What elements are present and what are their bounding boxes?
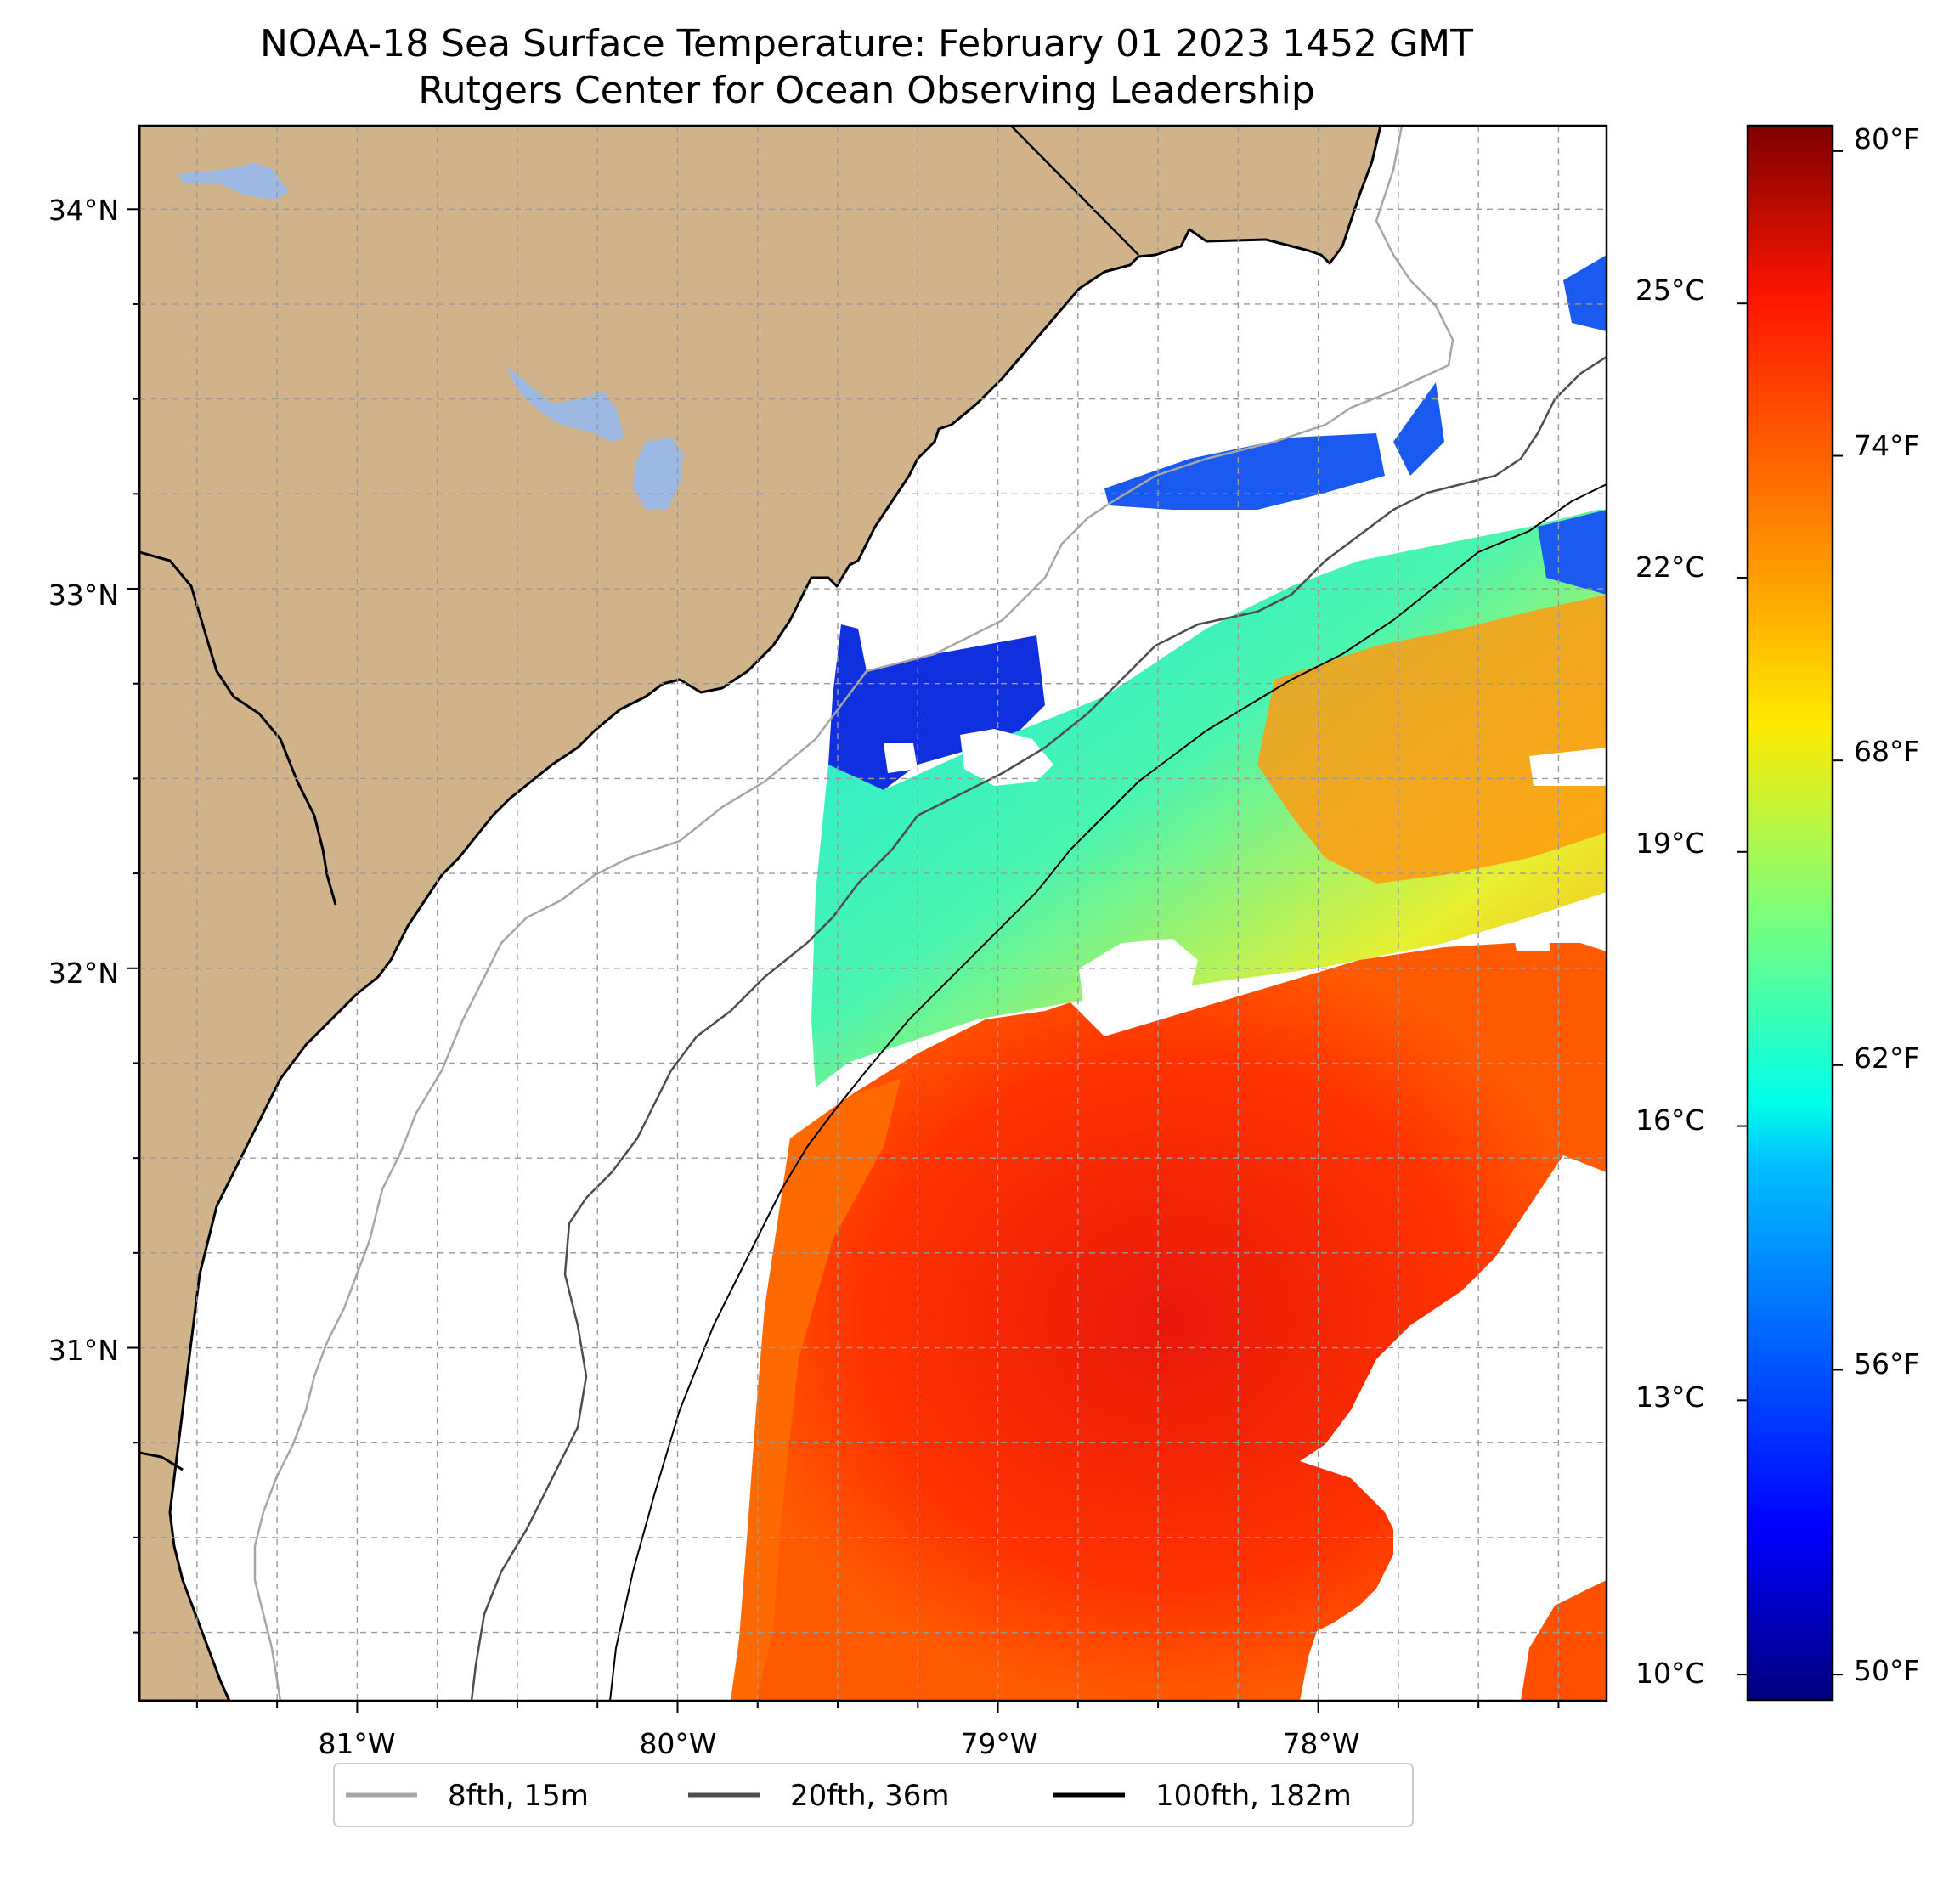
- lat-tick-label: 34°N: [48, 194, 119, 227]
- map-frame: [138, 124, 1608, 1702]
- legend-label-20fth: 20fth, 36m: [790, 1779, 950, 1813]
- lake-moultrie: [506, 365, 624, 442]
- colorbar-gradient: [1746, 124, 1834, 1702]
- lake-moultrie-lower: [633, 438, 684, 510]
- fahrenheit-tick-label: 80°F: [1854, 122, 1919, 155]
- colorbar: 25°C 22°C 19°C 16°C 13°C 10°C 80°F 74°F …: [1635, 122, 1919, 1702]
- x-axis: 81°W 80°W 79°W 78°W: [195, 1701, 1560, 1760]
- land-coastline-inland: [139, 550, 337, 906]
- lat-tick-label: 32°N: [48, 957, 119, 990]
- isobath-100fth-line: [609, 483, 1607, 1701]
- land-mass: [139, 126, 1382, 1701]
- sst-cloud-holes: [884, 729, 1607, 1019]
- fahrenheit-tick-label: 74°F: [1854, 429, 1919, 462]
- isobath-8fth-line: [253, 126, 1454, 1701]
- legend-label-8fth: 8fth, 15m: [448, 1779, 589, 1813]
- celsius-tick-label: 10°C: [1635, 1657, 1705, 1690]
- y-axis: 34°N 33°N 32°N 31°N: [48, 194, 139, 1634]
- sst-orange-edge: [731, 1079, 901, 1701]
- lake-marion: [178, 163, 289, 200]
- lon-tick-label: 81°W: [318, 1727, 395, 1760]
- sst-corner-warm: [1521, 1580, 1607, 1701]
- legend: 8fth, 15m 20fth, 36m 100fth, 182m: [333, 1763, 1414, 1827]
- lat-tick-label: 31°N: [48, 1334, 119, 1367]
- celsius-tick-label: 25°C: [1635, 274, 1705, 307]
- sst-warm-blotches: [1257, 595, 1607, 884]
- lon-tick-label: 78°W: [1282, 1727, 1359, 1760]
- fahrenheit-tick-label: 62°F: [1854, 1042, 1919, 1075]
- fahrenheit-tick-label: 56°F: [1854, 1347, 1919, 1380]
- fahrenheit-tick-label: 68°F: [1854, 735, 1919, 768]
- fahrenheit-tick-label: 50°F: [1854, 1654, 1919, 1687]
- state-border: [1010, 126, 1139, 256]
- sst-field: [731, 255, 1607, 1701]
- celsius-tick-label: 13°C: [1635, 1380, 1705, 1414]
- celsius-tick-label: 19°C: [1635, 827, 1705, 860]
- land-coastline-south: [139, 1451, 184, 1471]
- lat-tick-label: 33°N: [48, 579, 119, 612]
- legend-label-100fth: 100fth, 182m: [1155, 1779, 1352, 1813]
- lon-tick-label: 79°W: [960, 1727, 1037, 1760]
- celsius-tick-label: 16°C: [1635, 1104, 1705, 1137]
- celsius-tick-label: 22°C: [1635, 550, 1705, 584]
- legend-box: [333, 1763, 1414, 1827]
- map-gridlines: [139, 126, 1607, 1701]
- isobath-20fth-line: [470, 355, 1607, 1701]
- title-line-1: NOAA-18 Sea Surface Temperature: Februar…: [260, 22, 1473, 65]
- lon-tick-label: 80°W: [639, 1727, 716, 1760]
- sst-gulfstream-warm: [731, 943, 1607, 1701]
- sst-upper-cool-patches: [1104, 255, 1607, 595]
- title-line-2: Rutgers Center for Ocean Observing Leade…: [418, 69, 1315, 112]
- map-panel[interactable]: [139, 126, 1607, 1701]
